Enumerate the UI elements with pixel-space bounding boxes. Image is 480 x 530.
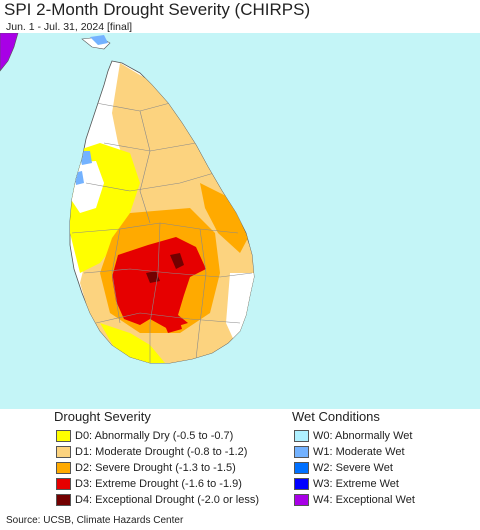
legend-label-d1: D1: Moderate Drought (-0.8 to -1.2): [75, 446, 248, 458]
legend-item-w1: W1: Moderate Wet: [294, 445, 405, 459]
sri-lanka-map-svg: [0, 33, 255, 364]
legend-swatch-d1: [56, 446, 71, 458]
legend-label-d2: D2: Severe Drought (-1.3 to -1.5): [75, 462, 236, 474]
legend-swatch-w1: [294, 446, 309, 458]
d4-central-2: [146, 271, 160, 283]
legend-label-w0: W0: Abnormally Wet: [313, 430, 413, 442]
legend-item-d1: D1: Moderate Drought (-0.8 to -1.2): [56, 445, 247, 459]
d3-central: [112, 237, 206, 329]
drought-legend-heading: Drought Severity: [54, 409, 151, 424]
wet-legend-heading: Wet Conditions: [292, 409, 380, 424]
legend-swatch-w0: [294, 430, 309, 442]
legend-swatch-w3: [294, 478, 309, 490]
legend-label-w3: W3: Extreme Wet: [313, 478, 399, 490]
india-wet-region: [0, 33, 19, 72]
legend-item-w4: W4: Exceptional Wet: [294, 493, 415, 507]
legend-item-d3: D3: Extreme Drought (-1.6 to -1.9): [56, 477, 242, 491]
district-boundaries: [71, 102, 253, 363]
d0-south: [100, 323, 165, 363]
legend-label-w2: W2: Severe Wet: [313, 462, 393, 474]
source-credit: Source: UCSB, Climate Hazards Center: [6, 515, 184, 526]
d4-central: [170, 253, 184, 269]
legend-item-w2: W2: Severe Wet: [294, 461, 393, 475]
legend-swatch-d3: [56, 478, 71, 490]
legend-swatch-d2: [56, 462, 71, 474]
legend-label-w1: W1: Moderate Wet: [313, 446, 405, 458]
legend-item-d4: D4: Exceptional Drought (-2.0 or less): [56, 493, 259, 507]
legend-item-d0: D0: Abnormally Dry (-0.5 to -0.7): [56, 429, 233, 443]
d2-east: [200, 183, 248, 253]
legend-label-w4: W4: Exceptional Wet: [313, 494, 415, 506]
legend-item-w0: W0: Abnormally Wet: [294, 429, 412, 443]
drought-map: [0, 33, 480, 409]
legend-label-d0: D0: Abnormally Dry (-0.5 to -0.7): [75, 430, 234, 442]
legend-swatch-d0: [56, 430, 71, 442]
legend-swatch-w4: [294, 494, 309, 506]
legend-swatch-w2: [294, 462, 309, 474]
legend-swatch-d4: [56, 494, 71, 506]
w1-west: [78, 151, 92, 165]
legend-label-d3: D3: Extreme Drought (-1.6 to -1.9): [75, 478, 242, 490]
map-title: SPI 2-Month Drought Severity (CHIRPS): [4, 0, 311, 19]
legend-item-d2: D2: Severe Drought (-1.3 to -1.5): [56, 461, 236, 475]
jaffna-wet-patch: [90, 35, 108, 45]
map-subtitle: Jun. 1 - Jul. 31, 2024 [final]: [6, 21, 133, 33]
legend-label-d4: D4: Exceptional Drought (-2.0 or less): [75, 494, 260, 506]
legend-item-w3: W3: Extreme Wet: [294, 477, 399, 491]
d3-south: [160, 313, 182, 333]
